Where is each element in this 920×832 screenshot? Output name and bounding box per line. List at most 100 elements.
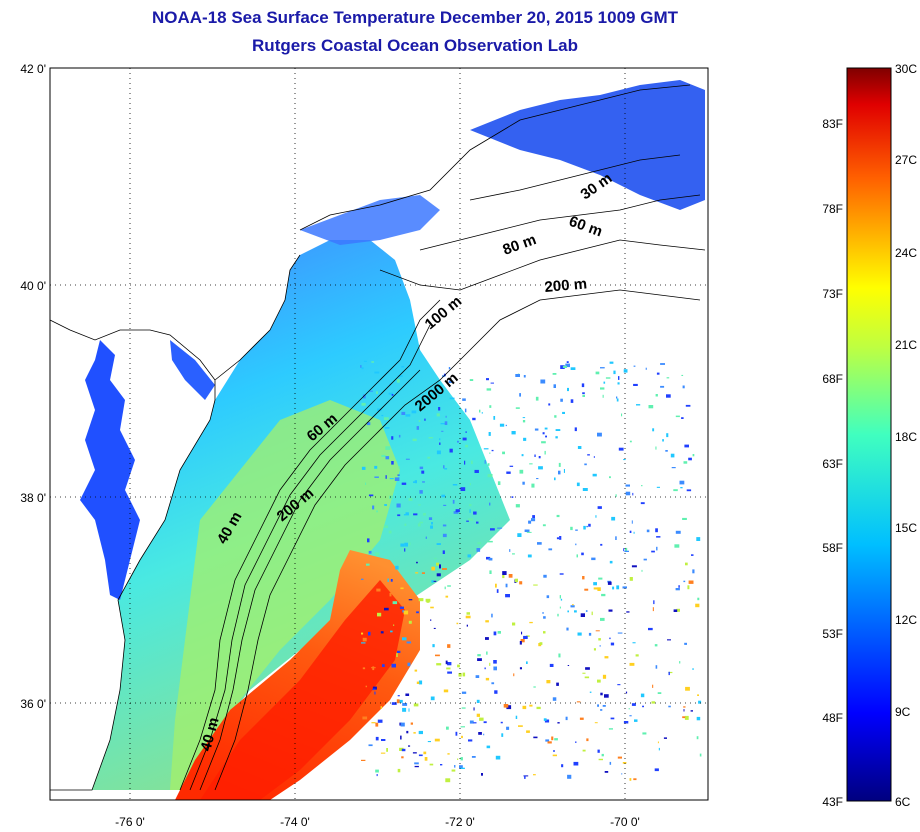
sst-pixel: [479, 409, 481, 413]
sst-pixel: [536, 478, 539, 480]
sst-pixel: [430, 696, 435, 701]
sst-pixel: [668, 705, 671, 708]
sst-pixel: [686, 489, 692, 492]
sst-pixel: [519, 393, 521, 397]
contour-label: 200 m: [544, 275, 588, 296]
sst-pixel: [447, 662, 452, 666]
sst-pixel: [382, 664, 385, 667]
sst-pixel: [522, 705, 527, 710]
sst-pixel: [475, 675, 480, 678]
sst-pixel: [372, 688, 376, 691]
sst-pixel: [361, 402, 366, 406]
sst-pixel: [493, 416, 496, 420]
sst-pixel: [442, 568, 447, 570]
lon-label: -70 0': [610, 815, 640, 829]
sst-pixel: [597, 704, 599, 707]
sst-pixel: [499, 423, 505, 427]
sst-pixel: [460, 767, 465, 769]
sst-pixel: [374, 465, 378, 469]
sst-pixel: [607, 581, 612, 585]
sst-pixel: [423, 751, 427, 755]
sst-pixel: [552, 754, 557, 757]
sst-pixel: [473, 707, 475, 711]
sst-pixel: [391, 702, 397, 705]
sst-pixel: [418, 504, 421, 506]
sst-pixel: [562, 411, 565, 414]
sst-pixel: [655, 665, 658, 669]
sst-pixel: [576, 482, 580, 487]
sst-pixel: [615, 494, 617, 497]
sst-pixel: [493, 631, 497, 636]
sst-pixel: [406, 641, 412, 644]
sst-pixel: [402, 703, 408, 706]
sst-pixel: [414, 765, 419, 768]
sst-pixel: [582, 488, 588, 491]
sst-pixel: [577, 446, 582, 449]
sst-pixel: [367, 538, 370, 543]
sst-pixel: [622, 762, 627, 764]
sst-pixel: [493, 666, 497, 671]
sst-pixel: [404, 548, 406, 552]
sst-pixel: [469, 504, 472, 507]
sst-pixel: [391, 394, 394, 396]
sst-pixel: [628, 708, 630, 710]
sst-pixel: [412, 752, 417, 754]
sst-pixel: [526, 730, 530, 733]
sst-pixel: [676, 608, 680, 612]
lon-label: -76 0': [115, 815, 145, 829]
sst-pixel: [431, 566, 435, 571]
sst-pixel: [687, 585, 690, 590]
sst-pixel: [371, 361, 374, 363]
sst-pixel: [523, 437, 527, 441]
sst-pixel: [582, 392, 585, 395]
sst-pixel: [416, 681, 420, 684]
sst-pixel: [575, 529, 578, 531]
sst-pixel: [457, 440, 459, 443]
sst-pixel: [388, 392, 393, 395]
sst-pixel: [400, 543, 405, 547]
sst-pixel: [552, 373, 557, 375]
sst-pixel: [405, 458, 410, 460]
sst-pixel: [602, 394, 604, 398]
sst-pixel: [648, 405, 654, 409]
sst-pixel: [396, 503, 401, 508]
sst-pixel: [474, 469, 479, 473]
sst-pixel: [445, 595, 449, 598]
sst-pixel: [383, 417, 389, 420]
sst-pixel: [615, 536, 617, 540]
sst-pixel: [652, 684, 654, 688]
sst-pixel: [533, 736, 538, 739]
sst-pixel: [476, 699, 480, 703]
sst-pixel: [655, 528, 658, 533]
sst-pixel: [679, 661, 681, 664]
sst-pixel: [497, 481, 501, 485]
sst-pixel: [696, 736, 699, 740]
gulf-of-maine-sst-field: [470, 80, 705, 210]
sst-pixel: [400, 722, 405, 727]
sst-pixel: [518, 725, 523, 727]
sst-pixel: [523, 775, 529, 777]
sst-pixel: [625, 547, 628, 552]
sst-pixel: [416, 611, 419, 614]
sst-pixel: [696, 716, 701, 721]
sst-pixel: [451, 769, 456, 772]
sst-pixel: [544, 719, 550, 723]
sst-pixel: [511, 496, 514, 498]
sst-pixel: [424, 418, 426, 421]
sst-pixel: [602, 705, 606, 707]
sst-pixel: [584, 463, 587, 466]
sst-pixel: [430, 525, 433, 529]
sst-pixel: [489, 662, 491, 666]
sst-pixel: [598, 638, 601, 641]
sst-pixel: [377, 719, 383, 723]
sst-pixel: [586, 738, 589, 742]
sst-pixel: [477, 542, 481, 545]
sst-pixel: [652, 428, 655, 432]
sst-pixel: [384, 427, 390, 429]
sst-pixel: [468, 739, 473, 742]
sst-pixel: [417, 523, 421, 527]
sst-pixel: [425, 536, 427, 539]
sst-pixel: [368, 744, 373, 747]
sst-pixel: [610, 642, 615, 646]
sst-pixel: [692, 569, 695, 574]
